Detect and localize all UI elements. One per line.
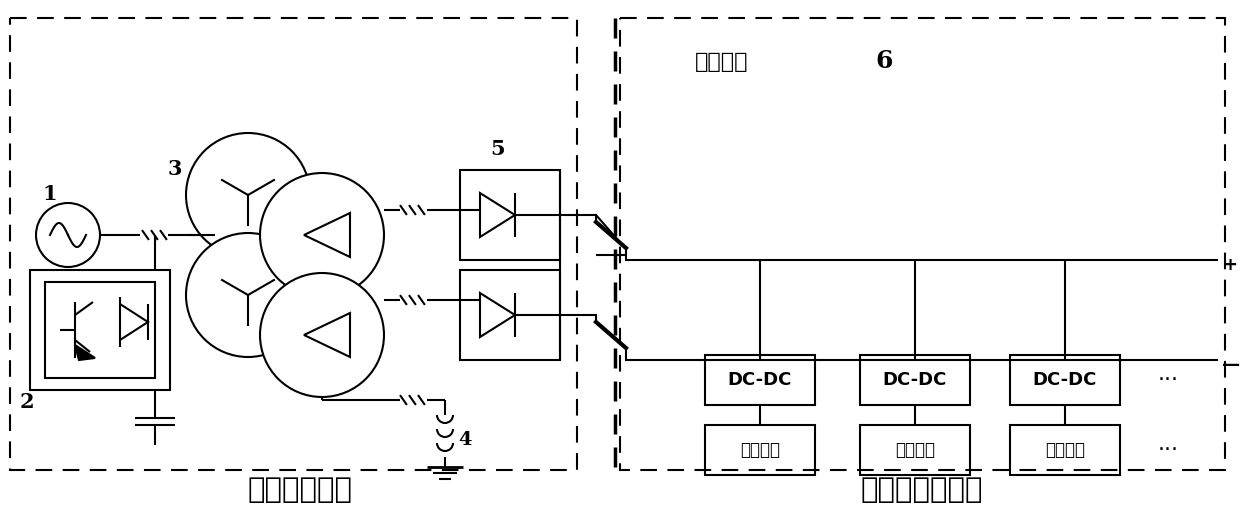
Text: 储能电池: 储能电池 [740,441,780,459]
Text: DC-DC: DC-DC [728,371,792,389]
Text: 直流母线: 直流母线 [694,52,749,72]
Polygon shape [480,193,515,237]
Bar [1011,355,1120,405]
Bar [1011,425,1120,475]
Circle shape [260,273,384,397]
Text: 电动公交: 电动公交 [1045,441,1085,459]
Text: ···: ··· [1157,370,1178,390]
Polygon shape [480,293,515,337]
Text: DC-DC: DC-DC [883,371,947,389]
Circle shape [260,173,384,297]
Text: ···: ··· [1157,440,1178,460]
Circle shape [186,233,310,357]
Text: 4: 4 [458,431,471,449]
Circle shape [186,133,310,257]
Text: 直流供电系统: 直流供电系统 [248,476,352,504]
Circle shape [36,203,100,267]
Bar [706,355,815,405]
Polygon shape [120,304,148,340]
Text: —: — [1221,356,1240,374]
Bar [45,282,155,378]
Polygon shape [74,345,95,360]
Text: 充电站充电系统: 充电站充电系统 [861,476,983,504]
Bar [30,270,170,390]
Bar [10,18,577,470]
Bar [460,270,560,360]
Bar [861,355,970,405]
Text: 动力电池: 动力电池 [895,441,935,459]
Text: +: + [1221,256,1238,274]
Bar [460,170,560,260]
Text: DC-DC: DC-DC [1033,371,1097,389]
Text: 5: 5 [490,139,505,159]
Polygon shape [304,213,350,257]
Bar [861,425,970,475]
Polygon shape [304,313,350,357]
Bar [706,425,815,475]
Text: 2: 2 [20,392,35,412]
Text: 6: 6 [875,49,893,73]
Text: 3: 3 [167,159,182,179]
Text: 1: 1 [42,184,57,204]
Bar [620,18,1225,470]
